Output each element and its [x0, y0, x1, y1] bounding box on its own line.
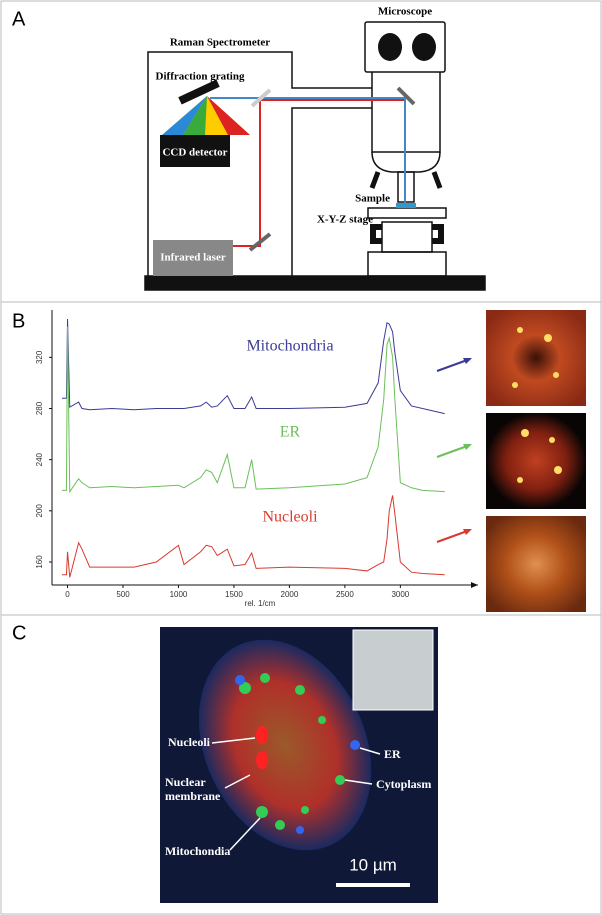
x-tick-label: 0	[65, 590, 70, 599]
label-box: Nuclear membrane	[165, 775, 221, 803]
x-tick-label: 2500	[336, 590, 354, 599]
panel-label: A	[12, 8, 26, 30]
x-tick-label: 500	[116, 590, 130, 599]
series-label: ER	[280, 424, 301, 441]
x-axis-label: rel. 1/cm	[245, 599, 276, 608]
y-tick-label: 200	[35, 504, 44, 518]
inset	[352, 629, 434, 711]
label: Raman Spectrometer	[170, 37, 270, 49]
series-label: Mitochondria	[246, 338, 333, 355]
panel-label: B	[12, 310, 25, 332]
x-tick-label: 2000	[281, 590, 299, 599]
y-tick-label: 240	[35, 452, 44, 466]
label: ER	[384, 747, 401, 761]
panel-label: C	[12, 622, 26, 644]
label: Mitochondia	[165, 844, 230, 858]
mirror	[396, 86, 416, 106]
y-tick-label: 280	[35, 401, 44, 415]
series-label: Nucleoli	[262, 509, 318, 526]
sample-slide	[396, 203, 416, 208]
label: CCD detector	[162, 147, 227, 159]
spectrum-line	[61, 318, 445, 415]
grating	[178, 79, 220, 105]
micrograph	[486, 310, 586, 406]
axis-arrow	[471, 582, 478, 588]
label: Microscope	[378, 6, 432, 18]
label: Sample	[355, 193, 390, 205]
x-tick-label: 1500	[225, 590, 243, 599]
mito-spots	[239, 673, 345, 830]
ccd-box	[160, 135, 230, 167]
objectives	[369, 171, 443, 189]
micrograph-spots	[512, 327, 562, 483]
y-tick-label: 160	[35, 555, 44, 569]
eyepiece	[412, 33, 436, 61]
er-spots	[235, 675, 360, 834]
label: Cytoplasm	[376, 777, 431, 791]
x-tick-label: 3000	[391, 590, 409, 599]
label: Nuclear membrane	[165, 775, 221, 803]
arrow-head	[463, 444, 472, 450]
spectra-chart: 0 500 1000 1500 2000 2500 3000 160 200 240 280 320 r…	[35, 310, 478, 608]
label: X-Y-Z stage	[317, 214, 373, 226]
laser-box	[153, 240, 233, 276]
micrograph	[486, 413, 586, 509]
spectrum-line	[61, 495, 445, 578]
callouts	[211, 737, 381, 851]
label: Infrared laser	[160, 252, 226, 264]
nucleoli-spots	[256, 726, 268, 769]
spectrum-line	[61, 326, 445, 494]
stage-knobs	[370, 224, 444, 244]
mirror	[250, 88, 272, 108]
arrow-head	[463, 529, 472, 535]
scale-label: 10 µm	[349, 855, 397, 874]
x-tick-label: 1000	[170, 590, 188, 599]
eyepiece	[378, 33, 402, 61]
label: Nucleoli	[168, 735, 211, 749]
mirror	[248, 232, 272, 252]
micrograph	[486, 516, 586, 612]
label: Diffraction grating	[156, 71, 245, 83]
y-tick-label: 320	[35, 350, 44, 364]
arrow-head	[463, 358, 472, 364]
raman-path	[210, 97, 406, 205]
